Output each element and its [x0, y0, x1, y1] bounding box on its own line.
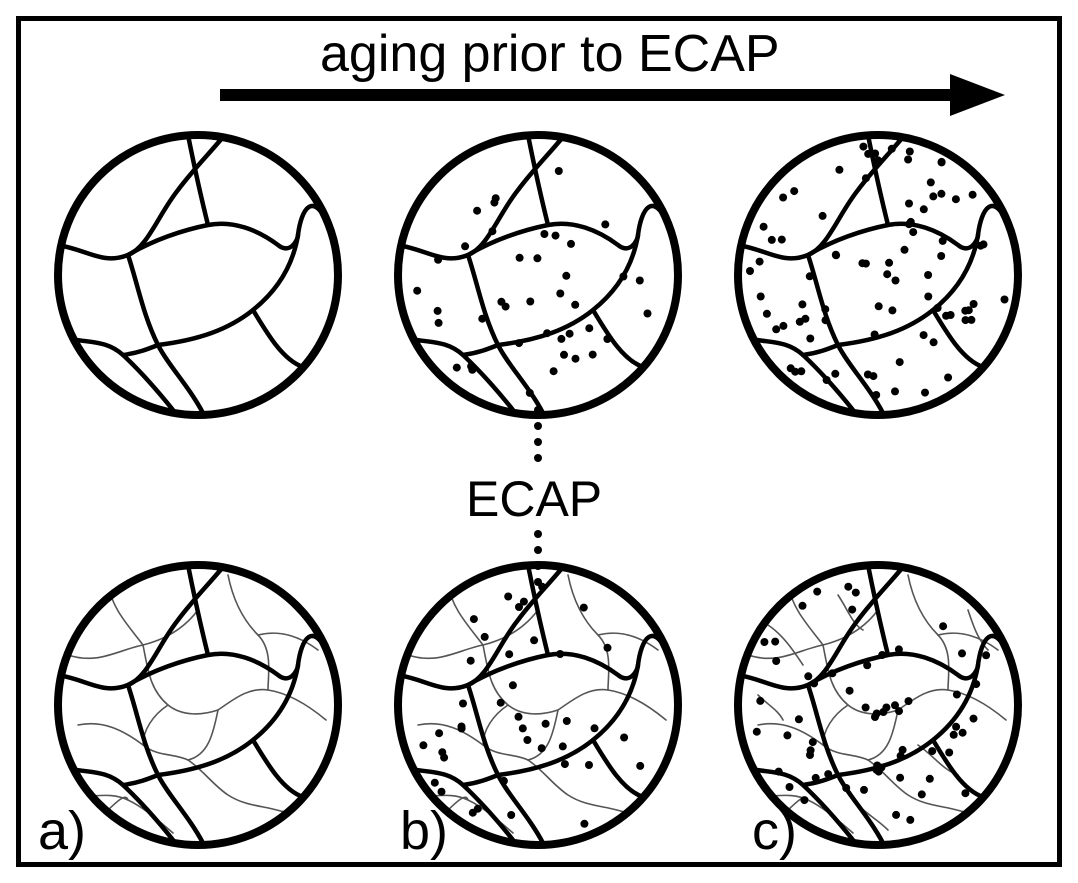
microstructure-a_bottom	[48, 555, 348, 855]
ecap-label: ECAP	[466, 470, 602, 528]
microstructure-c_top	[728, 125, 1028, 425]
microstructure-a_top	[48, 125, 348, 425]
microstructure-b_top	[388, 125, 688, 425]
microstructure-b_bottom	[388, 555, 688, 855]
microstructure-c_bottom	[728, 555, 1028, 855]
